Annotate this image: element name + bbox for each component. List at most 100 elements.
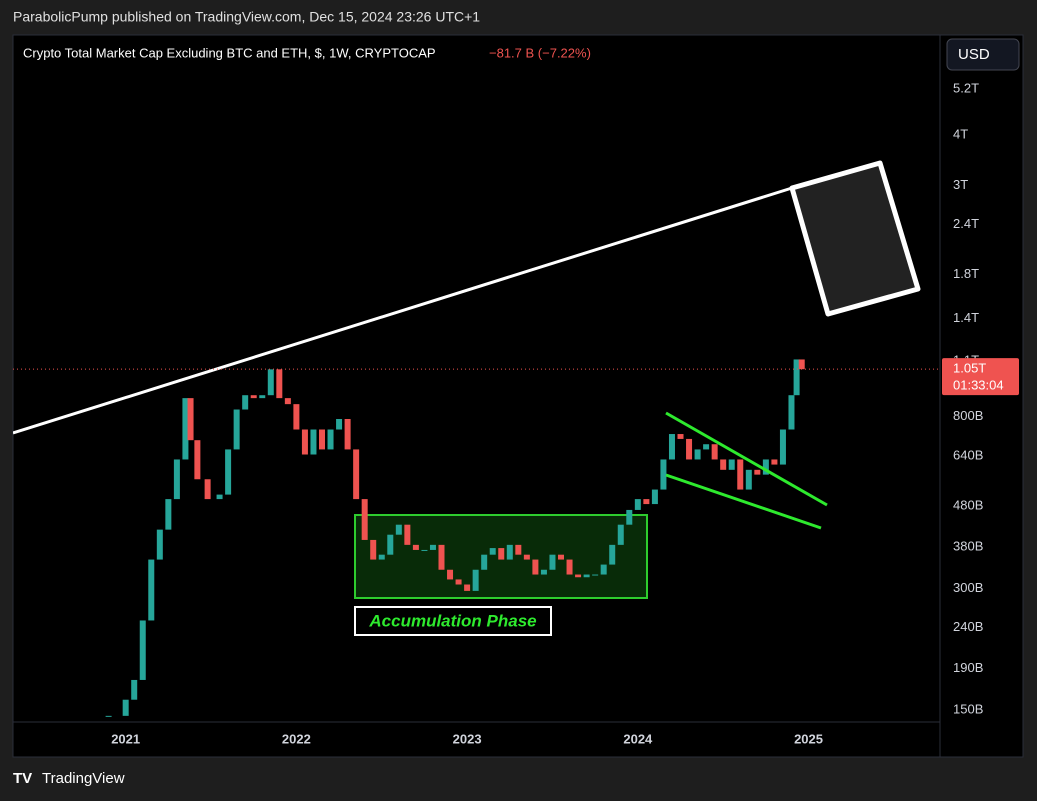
currency-button[interactable] xyxy=(946,38,1020,71)
candle xyxy=(745,469,752,490)
candle xyxy=(250,395,257,399)
target-box xyxy=(789,160,921,317)
candle xyxy=(139,620,146,680)
candle xyxy=(798,359,805,370)
candle xyxy=(754,469,761,475)
candle xyxy=(626,509,633,525)
candle xyxy=(301,429,308,455)
candle xyxy=(703,444,710,450)
candle xyxy=(481,554,488,570)
chart-panel xyxy=(12,34,1024,758)
candle xyxy=(793,359,800,396)
y-tick-label: 800B xyxy=(953,408,983,423)
countdown: 01:33:04 xyxy=(953,378,1004,393)
candle xyxy=(412,544,419,550)
candle xyxy=(592,574,599,576)
candle xyxy=(293,404,300,430)
candle xyxy=(187,398,194,441)
candle xyxy=(617,524,624,545)
y-tick-label: 480B xyxy=(953,498,983,513)
y-tick-label: 5.2T xyxy=(953,80,979,95)
candle xyxy=(319,429,325,450)
x-tick-label: 2023 xyxy=(453,731,482,746)
candle xyxy=(694,449,701,460)
candle xyxy=(105,715,112,717)
candle xyxy=(566,559,573,575)
candle xyxy=(122,699,129,716)
candle xyxy=(737,459,744,490)
candle xyxy=(583,574,590,578)
candle xyxy=(284,398,291,405)
candle xyxy=(668,434,675,460)
candle xyxy=(336,419,343,430)
candle xyxy=(194,440,201,480)
change: −81.7 B (−7.22%) xyxy=(489,45,591,60)
candle xyxy=(370,539,377,560)
y-tick-label: 150B xyxy=(953,701,983,716)
plot-area xyxy=(105,359,805,717)
wedge-lower xyxy=(665,473,822,530)
candle xyxy=(131,679,138,700)
y-tick-label: 4T xyxy=(953,126,968,141)
candle xyxy=(558,554,565,560)
candle xyxy=(378,554,385,560)
candle xyxy=(421,549,428,551)
candle xyxy=(540,569,547,575)
currency[interactable]: USD xyxy=(958,46,990,63)
candle xyxy=(498,548,505,560)
y-tick-label: 1.4T xyxy=(953,310,979,325)
candle xyxy=(762,459,769,475)
candle xyxy=(711,444,718,460)
last-price-tag xyxy=(942,358,1019,396)
candle xyxy=(429,544,436,550)
candle xyxy=(242,395,249,410)
candle xyxy=(523,554,530,560)
last-price-label: 1.05T xyxy=(953,361,986,376)
annotation: Accumulation Phase xyxy=(368,611,536,630)
wedge-upper xyxy=(665,411,828,507)
candle xyxy=(267,369,274,396)
footer-brand: TradingView xyxy=(42,770,125,787)
x-tick-label: 2021 xyxy=(111,731,140,746)
x-tick-label: 2024 xyxy=(623,731,653,746)
drawings xyxy=(13,160,921,530)
candle xyxy=(447,569,454,580)
candle xyxy=(506,544,513,560)
candle xyxy=(438,544,445,570)
candle xyxy=(634,499,641,510)
trend-line xyxy=(13,186,793,435)
y-tick-label: 190B xyxy=(953,660,983,675)
candle xyxy=(182,398,189,460)
x-tick-label: 2025 xyxy=(794,731,823,746)
publish-line: ParabolicPump published on TradingView.c… xyxy=(13,9,480,25)
candle xyxy=(259,395,266,399)
candle xyxy=(310,429,317,455)
candle xyxy=(788,395,795,430)
candle xyxy=(395,524,402,535)
candle xyxy=(549,554,556,570)
footer-logo: TV xyxy=(13,770,32,787)
candle xyxy=(472,569,479,591)
candle xyxy=(600,564,607,575)
candle xyxy=(225,449,232,495)
candle xyxy=(165,499,172,530)
candle xyxy=(677,434,684,439)
candle xyxy=(660,459,667,490)
candle xyxy=(686,438,693,460)
candle xyxy=(404,524,411,545)
y-tick-label: 2.4T xyxy=(953,216,979,231)
candle xyxy=(233,409,240,450)
candle xyxy=(353,449,360,500)
candle xyxy=(455,579,462,585)
candle xyxy=(489,548,496,555)
x-tick-label: 2022 xyxy=(282,731,311,746)
candle xyxy=(361,499,368,540)
y-tick-label: 3T xyxy=(953,177,968,192)
candle xyxy=(216,494,223,500)
candle xyxy=(156,529,163,560)
y-tick-label: 300B xyxy=(953,580,983,595)
y-tick-label: 1.8T xyxy=(953,266,979,281)
candle xyxy=(276,369,283,399)
